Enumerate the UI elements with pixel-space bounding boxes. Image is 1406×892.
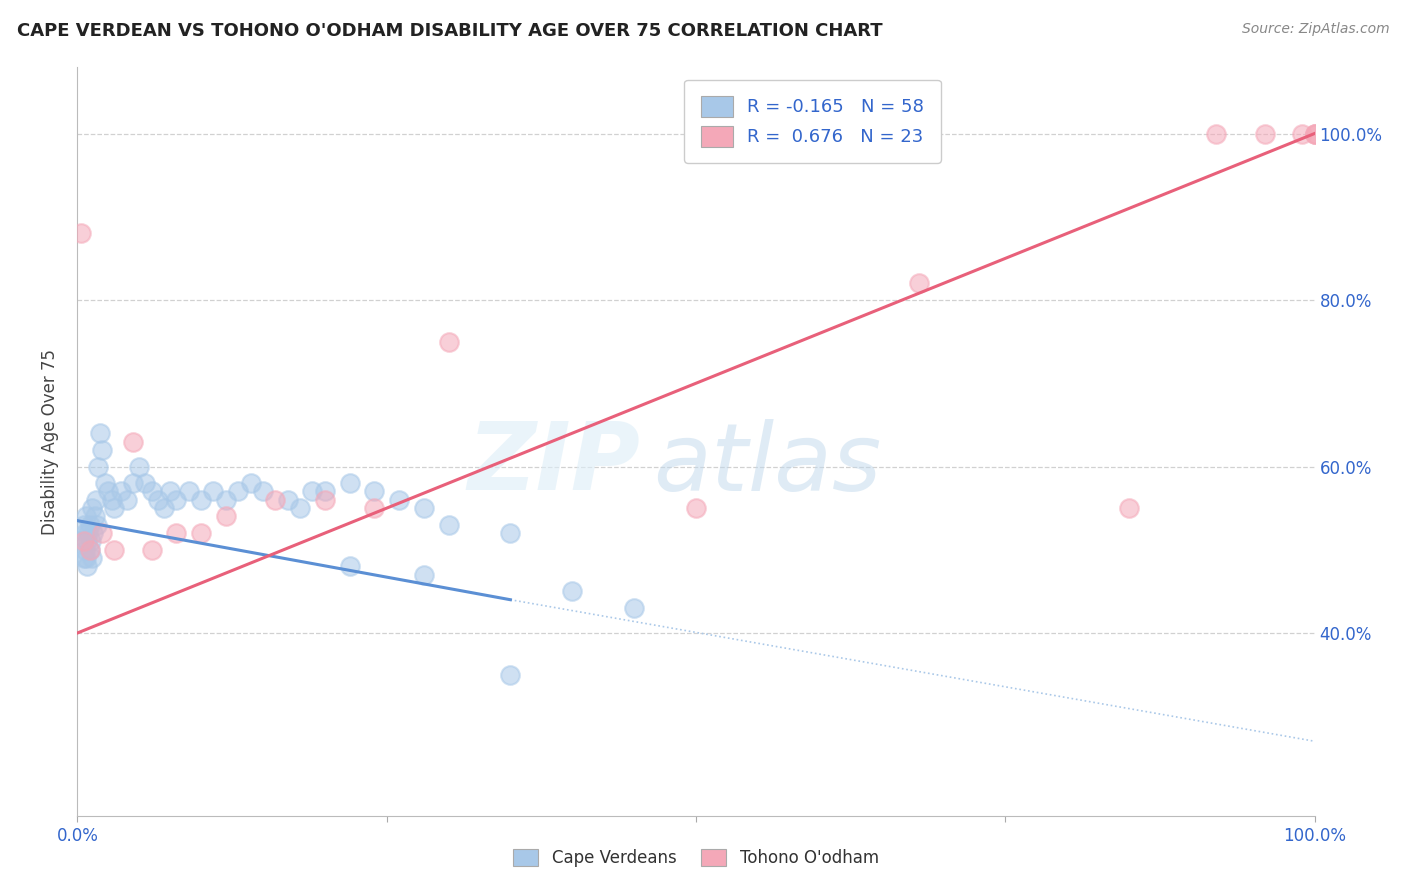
- Point: [437, 334, 460, 349]
- Point: [363, 484, 385, 499]
- Point: [190, 492, 212, 507]
- Point: [86, 517, 108, 532]
- Point: [75, 551, 97, 566]
- Point: [76, 559, 98, 574]
- Point: [499, 526, 522, 541]
- Point: [77, 526, 100, 541]
- Point: [122, 434, 145, 449]
- Point: [79, 517, 101, 532]
- Point: [190, 526, 212, 541]
- Point: [146, 492, 169, 507]
- Point: [215, 509, 238, 524]
- Point: [73, 526, 96, 541]
- Point: [388, 492, 411, 507]
- Point: [339, 476, 361, 491]
- Point: [1303, 127, 1326, 141]
- Point: [83, 509, 105, 524]
- Point: [277, 492, 299, 507]
- Point: [122, 476, 145, 491]
- Point: [314, 484, 336, 499]
- Point: [165, 492, 187, 507]
- Point: [153, 501, 176, 516]
- Point: [101, 492, 124, 507]
- Point: [437, 517, 460, 532]
- Point: [1303, 127, 1326, 141]
- Point: [128, 459, 150, 474]
- Point: [79, 542, 101, 557]
- Point: [1254, 127, 1277, 141]
- Point: [134, 476, 156, 491]
- Point: [82, 501, 104, 516]
- Text: ZIP: ZIP: [467, 418, 640, 510]
- Point: [73, 542, 96, 557]
- Point: [288, 501, 311, 516]
- Point: [89, 426, 111, 441]
- Point: [79, 542, 101, 557]
- Point: [314, 492, 336, 507]
- Point: [239, 476, 262, 491]
- Point: [75, 509, 97, 524]
- Point: [685, 501, 707, 516]
- Point: [72, 551, 94, 566]
- Y-axis label: Disability Age Over 75: Disability Age Over 75: [41, 349, 59, 534]
- Point: [93, 476, 115, 491]
- Point: [84, 492, 107, 507]
- Point: [301, 484, 323, 499]
- Point: [412, 567, 434, 582]
- Point: [499, 667, 522, 681]
- Point: [226, 484, 249, 499]
- Point: [103, 501, 125, 516]
- Point: [165, 526, 187, 541]
- Point: [1118, 501, 1140, 516]
- Point: [110, 484, 132, 499]
- Point: [72, 534, 94, 549]
- Point: [70, 227, 93, 241]
- Point: [907, 277, 929, 291]
- Point: [264, 492, 287, 507]
- Point: [623, 601, 645, 615]
- Point: [561, 584, 583, 599]
- Point: [215, 492, 238, 507]
- Text: atlas: atlas: [652, 418, 882, 509]
- Point: [103, 542, 125, 557]
- Point: [91, 526, 114, 541]
- Text: Source: ZipAtlas.com: Source: ZipAtlas.com: [1241, 22, 1389, 37]
- Point: [1205, 127, 1227, 141]
- Point: [76, 534, 98, 549]
- Point: [159, 484, 181, 499]
- Point: [1291, 127, 1313, 141]
- Point: [82, 551, 104, 566]
- Point: [70, 534, 93, 549]
- Point: [80, 534, 103, 549]
- Text: CAPE VERDEAN VS TOHONO O'ODHAM DISABILITY AGE OVER 75 CORRELATION CHART: CAPE VERDEAN VS TOHONO O'ODHAM DISABILIT…: [17, 22, 883, 40]
- Point: [363, 501, 385, 516]
- Point: [141, 542, 163, 557]
- Legend: R = -0.165   N = 58, R =  0.676   N = 23: R = -0.165 N = 58, R = 0.676 N = 23: [685, 79, 941, 163]
- Point: [202, 484, 225, 499]
- Point: [72, 517, 94, 532]
- Point: [339, 559, 361, 574]
- Point: [412, 501, 434, 516]
- Point: [115, 492, 138, 507]
- Point: [1303, 127, 1326, 141]
- Point: [91, 442, 114, 457]
- Point: [82, 526, 104, 541]
- Point: [252, 484, 274, 499]
- Point: [141, 484, 163, 499]
- Point: [177, 484, 200, 499]
- Point: [97, 484, 120, 499]
- Point: [87, 459, 110, 474]
